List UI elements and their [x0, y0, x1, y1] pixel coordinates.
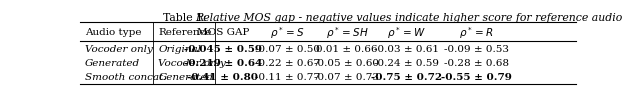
Text: Generated: Generated	[158, 73, 214, 82]
Text: Smooth concat.: Smooth concat.	[85, 73, 166, 82]
Text: -0.75 ± 0.72: -0.75 ± 0.72	[371, 73, 442, 82]
Text: $\rho^* = W$: $\rho^* = W$	[387, 25, 426, 41]
Text: -0.41 ± 0.80: -0.41 ± 0.80	[188, 73, 259, 82]
Text: MOS GAP: MOS GAP	[196, 28, 249, 38]
Text: -0.03 ± 0.61: -0.03 ± 0.61	[374, 45, 439, 54]
Text: Vocoder only: Vocoder only	[85, 45, 153, 54]
Text: Original: Original	[158, 45, 202, 54]
Text: -0.11 ± 0.77: -0.11 ± 0.77	[255, 73, 320, 82]
Text: Vocoder only: Vocoder only	[158, 59, 227, 68]
Text: -0.55 ± 0.79: -0.55 ± 0.79	[442, 73, 512, 82]
Text: $\rho^* = S$: $\rho^* = S$	[270, 25, 305, 41]
Text: Reference: Reference	[158, 28, 212, 38]
Text: -0.28 ± 0.68: -0.28 ± 0.68	[444, 59, 509, 68]
Text: -0.07 ± 0.73: -0.07 ± 0.73	[314, 73, 380, 82]
Text: Generated: Generated	[85, 59, 140, 68]
Text: $\rho^* = R$: $\rho^* = R$	[460, 25, 494, 41]
Text: 0.01 ± 0.66: 0.01 ± 0.66	[316, 45, 378, 54]
Text: Relative MOS gap - negative values indicate higher score for reference audio: Relative MOS gap - negative values indic…	[195, 13, 622, 23]
Text: -0.22 ± 0.67: -0.22 ± 0.67	[255, 59, 320, 68]
Text: -0.045 ± 0.59: -0.045 ± 0.59	[184, 45, 262, 54]
Text: -0.219 ± 0.64: -0.219 ± 0.64	[184, 59, 262, 68]
Text: -0.07 ± 0.50: -0.07 ± 0.50	[255, 45, 320, 54]
Text: -0.24 ± 0.59: -0.24 ± 0.59	[374, 59, 439, 68]
Text: -0.05 ± 0.60: -0.05 ± 0.60	[314, 59, 380, 68]
Text: Audio type: Audio type	[85, 28, 141, 38]
Text: Table 1:: Table 1:	[163, 13, 211, 23]
Text: -0.09 ± 0.53: -0.09 ± 0.53	[444, 45, 509, 54]
Text: $\rho^* = SH$: $\rho^* = SH$	[326, 25, 368, 41]
